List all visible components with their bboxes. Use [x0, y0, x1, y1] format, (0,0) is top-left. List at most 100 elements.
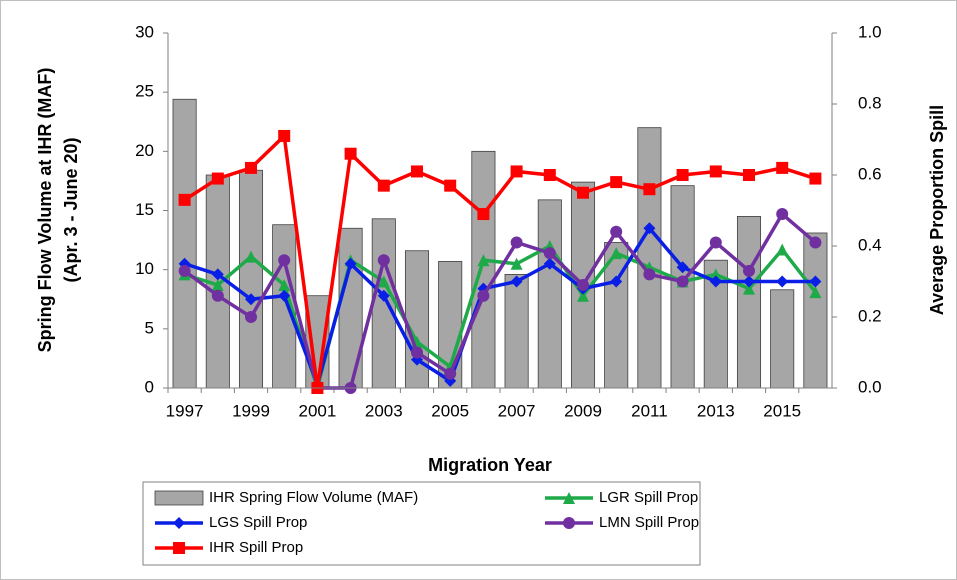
axes: [167, 33, 833, 389]
marker: [278, 129, 291, 142]
x-tick-label: 2011: [631, 401, 668, 420]
y2-tick-label: 0.6: [858, 164, 882, 183]
y-axis-title: (Apr. 3 - June 20): [61, 137, 81, 282]
marker: [344, 147, 357, 160]
marker: [709, 268, 722, 281]
bar: [736, 216, 762, 389]
line: [183, 211, 817, 390]
y2-tick-label: 0.2: [858, 306, 882, 325]
bar: [504, 273, 529, 389]
marker: [477, 208, 490, 221]
y2-tick-label: 0.0: [858, 377, 882, 396]
marker: [178, 193, 191, 206]
marker: [278, 289, 291, 302]
marker: [377, 275, 390, 288]
marker: [643, 183, 656, 196]
marker: [610, 176, 623, 189]
marker: [643, 268, 656, 281]
legend: [142, 481, 701, 566]
marker: [743, 275, 755, 288]
x-tick-label: 2003: [365, 401, 403, 420]
marker: [776, 275, 789, 288]
marker: [743, 282, 755, 295]
y-axis-title: Spring Flow Volume at IHR (MAF): [35, 68, 55, 353]
marker: [577, 186, 589, 199]
marker: [776, 243, 789, 256]
y-tick-label: 20: [135, 141, 154, 160]
legend-label: LGS Spill Prop: [209, 514, 307, 531]
marker: [278, 254, 291, 267]
marker: [543, 257, 556, 270]
marker: [477, 254, 490, 267]
legend-label: LMN Spill Prop: [599, 514, 699, 531]
y-tick-label: 10: [135, 259, 154, 278]
marker: [743, 264, 755, 277]
marker: [510, 165, 523, 178]
marker: [577, 289, 589, 302]
marker: [610, 225, 623, 238]
marker: [776, 161, 789, 174]
legend-label: IHR Spring Flow Volume (MAF): [209, 489, 418, 506]
line: [184, 243, 817, 395]
marker: [510, 275, 523, 288]
marker: [510, 236, 523, 249]
bar: [770, 289, 795, 389]
y-tick-label: 30: [135, 22, 154, 41]
y-tick-label: 5: [145, 318, 154, 337]
x-tick-label: 2001: [298, 401, 336, 420]
x-tick-label: 2005: [431, 401, 469, 420]
marker: [809, 286, 822, 299]
y2-tick-label: 0.4: [858, 235, 882, 254]
marker: [543, 247, 556, 260]
marker: [577, 279, 589, 292]
marker: [411, 165, 423, 178]
marker: [344, 257, 357, 270]
x-tick-label: 2013: [697, 401, 735, 420]
marker: [245, 293, 257, 306]
y-tick-label: 0: [145, 377, 154, 396]
marker: [245, 250, 257, 263]
bar: [471, 150, 496, 389]
marker: [610, 247, 623, 260]
y2-tick-label: 1.0: [858, 22, 882, 41]
marker: [178, 264, 191, 277]
marker: [809, 236, 822, 249]
marker: [211, 279, 224, 292]
bar: [371, 218, 396, 389]
marker: [709, 236, 722, 249]
y-tick-label: 15: [135, 200, 154, 219]
marker: [709, 275, 722, 288]
marker: [211, 289, 224, 302]
x-axis-title: Migration Year: [428, 455, 552, 475]
y2-axis-title: Average Proportion Spill: [927, 105, 947, 315]
marker: [377, 179, 390, 192]
x-tick-label: 2009: [564, 401, 602, 420]
marker: [411, 346, 423, 359]
x-tick-label: 1999: [232, 401, 270, 420]
line: [184, 225, 816, 391]
bar: [338, 227, 363, 389]
marker: [643, 222, 656, 235]
marker: [444, 367, 457, 380]
marker: [610, 275, 623, 288]
marker: [676, 261, 689, 274]
marker: [245, 161, 257, 174]
bar: [238, 169, 264, 389]
legend-marker: [173, 517, 185, 529]
marker: [211, 268, 224, 281]
marker: [377, 289, 390, 302]
marker: [743, 169, 755, 181]
marker: [377, 254, 390, 267]
legend-marker: [563, 517, 575, 529]
marker: [510, 257, 523, 270]
bar: [537, 199, 562, 389]
marker: [709, 165, 722, 178]
legend-swatch: [154, 490, 204, 506]
marker: [278, 279, 291, 292]
y-tick-label: 25: [135, 82, 154, 101]
bar: [637, 127, 662, 389]
marker: [776, 208, 789, 221]
legend-marker: [563, 492, 575, 504]
